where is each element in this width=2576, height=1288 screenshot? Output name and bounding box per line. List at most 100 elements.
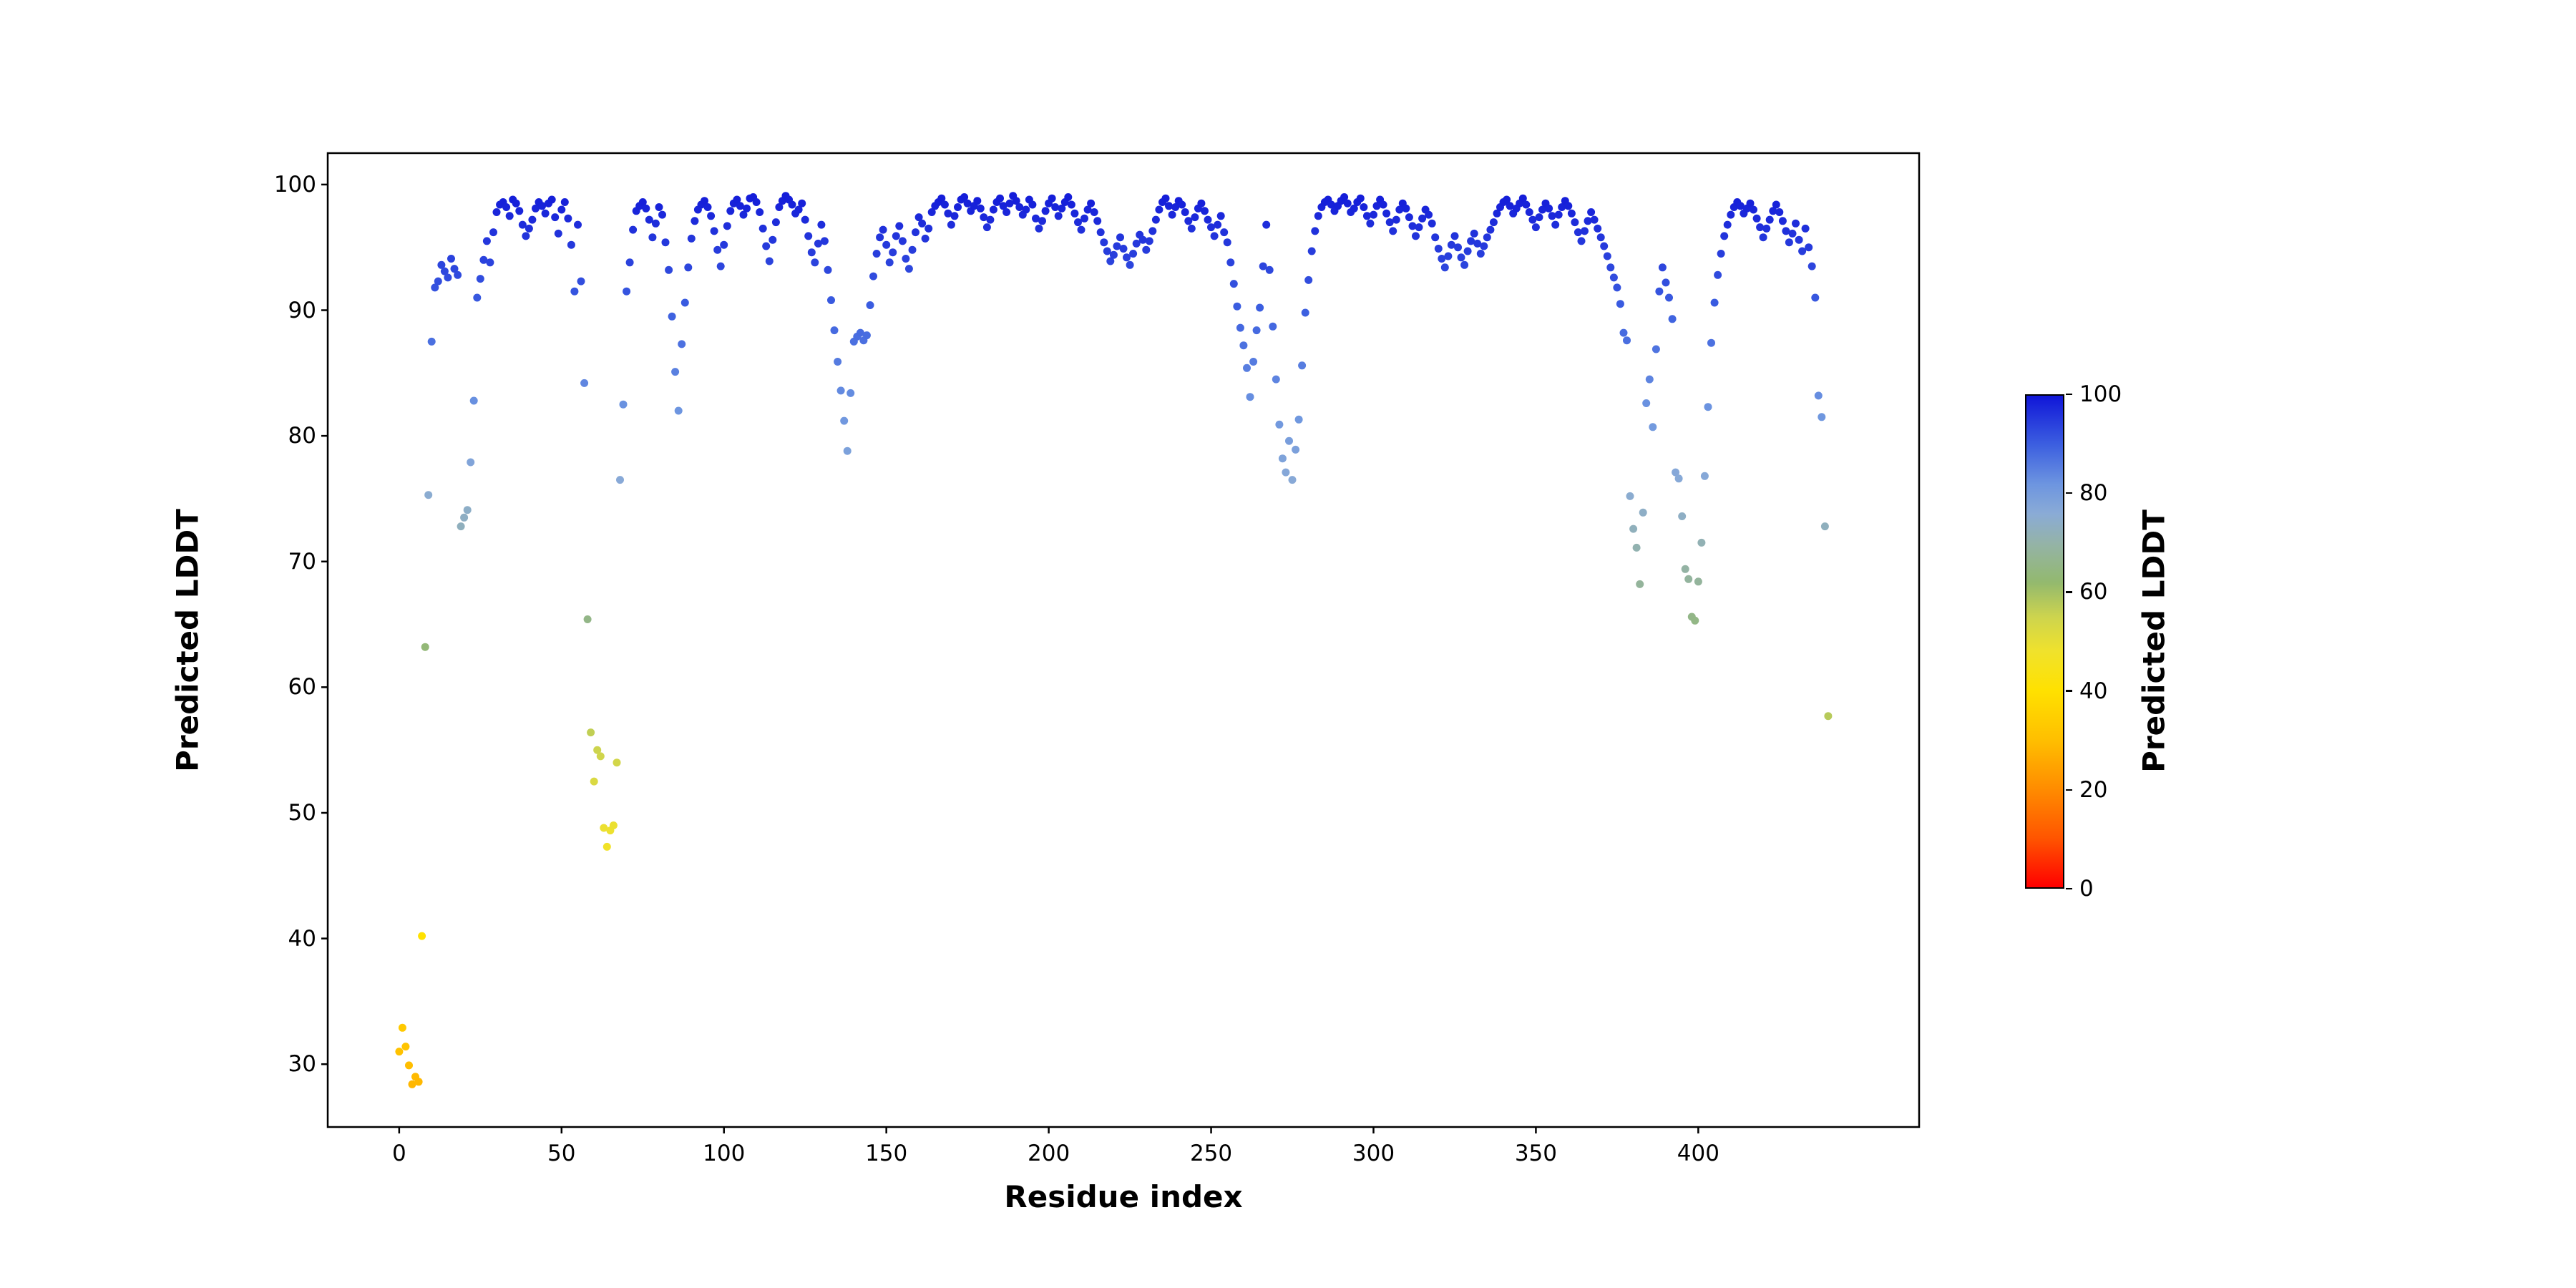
data-point: [476, 275, 484, 283]
y-tick-label: 90: [288, 297, 316, 323]
data-point: [447, 255, 455, 263]
data-point: [1681, 565, 1689, 573]
data-point: [1551, 220, 1560, 229]
data-point: [726, 207, 735, 215]
data-point: [1782, 227, 1790, 235]
data-point: [1616, 300, 1624, 308]
data-point: [638, 198, 647, 206]
data-point: [567, 240, 575, 249]
data-point: [1798, 247, 1807, 255]
data-point: [982, 223, 991, 232]
data-point: [937, 194, 946, 203]
data-point: [1596, 233, 1605, 242]
colorbar-tick-label: 60: [2079, 579, 2108, 605]
data-point: [1262, 220, 1271, 229]
data-point: [547, 195, 556, 204]
data-point: [1759, 233, 1767, 242]
data-point: [434, 277, 442, 286]
data-point: [570, 287, 579, 296]
data-point: [678, 340, 686, 348]
x-tick-label: 350: [1514, 1141, 1558, 1166]
data-point: [1545, 204, 1553, 213]
data-point: [1473, 239, 1482, 248]
data-point: [1518, 194, 1527, 203]
data-point: [655, 203, 663, 211]
data-point: [1428, 219, 1436, 228]
data-point: [1126, 260, 1134, 269]
data-point: [973, 197, 982, 205]
data-point: [963, 199, 972, 208]
data-point: [1528, 215, 1537, 224]
data-point: [710, 227, 718, 235]
data-point: [684, 263, 693, 272]
data-point: [541, 209, 550, 218]
data-point: [1623, 336, 1631, 345]
data-point: [1379, 200, 1387, 209]
data-point: [869, 272, 877, 280]
data-point: [1382, 209, 1391, 218]
data-point: [1769, 207, 1777, 215]
data-point: [924, 224, 933, 233]
data-point: [1438, 255, 1446, 263]
data-point: [830, 326, 839, 335]
data-point: [989, 205, 997, 214]
data-point: [1762, 224, 1771, 233]
data-point: [1626, 492, 1634, 500]
data-point: [1594, 224, 1602, 233]
data-point: [408, 1080, 416, 1088]
data-point: [834, 358, 842, 366]
data-point: [421, 643, 429, 651]
data-point: [1567, 209, 1576, 218]
data-point: [758, 224, 767, 233]
data-point: [1801, 224, 1810, 233]
data-point: [1704, 403, 1712, 411]
data-point: [1181, 208, 1189, 216]
data-point: [1395, 205, 1404, 214]
colorbar-tick-label: 20: [2079, 776, 2108, 803]
data-point: [674, 406, 683, 415]
data-point: [1460, 260, 1469, 269]
data-point: [1138, 235, 1147, 244]
data-point: [1402, 204, 1410, 213]
data-point: [882, 240, 891, 249]
data-point: [1538, 205, 1546, 214]
data-point: [1788, 229, 1797, 238]
data-point: [538, 202, 547, 210]
data-point: [450, 265, 459, 273]
data-point: [1246, 393, 1254, 401]
data-point: [820, 237, 829, 245]
data-point: [756, 208, 764, 216]
data-point: [1795, 235, 1803, 244]
data-point: [1161, 194, 1170, 203]
data-point: [1668, 315, 1677, 323]
data-point: [1629, 525, 1638, 533]
data-point: [1444, 252, 1453, 260]
y-tick-label: 60: [288, 674, 316, 701]
data-point: [515, 207, 524, 215]
data-point: [1259, 262, 1267, 270]
data-point: [554, 229, 562, 238]
data-point: [489, 228, 497, 237]
data-point: [1239, 341, 1248, 350]
data-point: [502, 203, 511, 211]
data-point: [1636, 580, 1644, 588]
data-point: [1665, 293, 1673, 302]
data-point: [1820, 522, 1829, 531]
data-point: [1327, 200, 1335, 209]
data-point: [1720, 232, 1729, 240]
data-point: [827, 296, 835, 304]
data-point: [1080, 214, 1088, 223]
data-point: [1216, 212, 1225, 220]
data-point: [1155, 205, 1163, 214]
data-point: [1197, 199, 1206, 208]
data-point: [525, 224, 533, 233]
data-point: [1171, 203, 1180, 211]
data-point: [1609, 273, 1618, 282]
data-point: [532, 204, 540, 213]
data-point: [980, 213, 988, 222]
data-point: [1710, 298, 1719, 307]
data-point: [1778, 217, 1787, 225]
data-point: [1752, 214, 1761, 223]
data-point: [1226, 258, 1235, 267]
